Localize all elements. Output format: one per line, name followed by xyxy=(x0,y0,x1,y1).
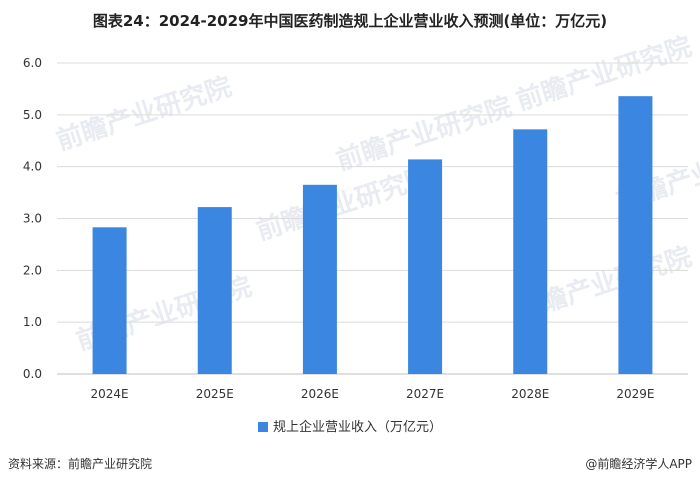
bar xyxy=(92,227,127,374)
bar xyxy=(302,184,337,374)
brand-note: @前瞻经济学人APP xyxy=(585,457,692,471)
bar xyxy=(197,207,232,374)
x-tick-label: 2026E xyxy=(301,387,339,401)
y-tick-label: 3.0 xyxy=(23,212,42,226)
legend-swatch xyxy=(257,422,268,432)
chart-title: 图表24：2024-2029年中国医药制造规上企业营业收入预测(单位：万亿元) xyxy=(92,12,608,30)
x-tick-label: 2028E xyxy=(511,387,549,401)
bar-chart: 前瞻产业研究院前瞻产业研究院前瞻产业研究院前瞻产业研究院前瞻产业研究院前瞻产业研… xyxy=(23,31,700,401)
bars xyxy=(92,96,653,374)
bar xyxy=(408,159,443,374)
x-tick-label: 2029E xyxy=(616,387,654,401)
bar xyxy=(513,129,548,374)
x-tick-label: 2025E xyxy=(196,387,234,401)
legend-label: 规上企业营业收入（万亿元） xyxy=(272,420,442,435)
watermark-text: 前瞻产业研究院 xyxy=(53,71,236,157)
y-tick-label: 0.0 xyxy=(23,367,42,381)
y-tick-label: 2.0 xyxy=(23,263,42,277)
y-tick-label: 6.0 xyxy=(23,56,42,70)
watermark-text: 前瞻产业研究院 xyxy=(513,31,696,117)
x-axis-ticks: 2024E 2025E 2026E 2027E 2028E 2029E xyxy=(91,387,655,401)
x-tick-label: 2027E xyxy=(406,387,444,401)
y-tick-label: 4.0 xyxy=(23,160,42,174)
legend: 规上企业营业收入（万亿元） xyxy=(0,416,700,435)
bar xyxy=(618,96,653,374)
y-tick-label: 5.0 xyxy=(23,108,42,122)
grid-lines xyxy=(57,62,688,375)
y-axis-ticks: 0.0 1.0 2.0 3.0 4.0 5.0 6.0 xyxy=(23,56,42,381)
source-note: 资料来源：前瞻产业研究院 xyxy=(8,457,153,471)
x-tick-label: 2024E xyxy=(91,387,129,401)
watermark-layer: 前瞻产业研究院前瞻产业研究院前瞻产业研究院前瞻产业研究院前瞻产业研究院前瞻产业研… xyxy=(53,31,700,357)
y-tick-label: 1.0 xyxy=(23,315,42,329)
